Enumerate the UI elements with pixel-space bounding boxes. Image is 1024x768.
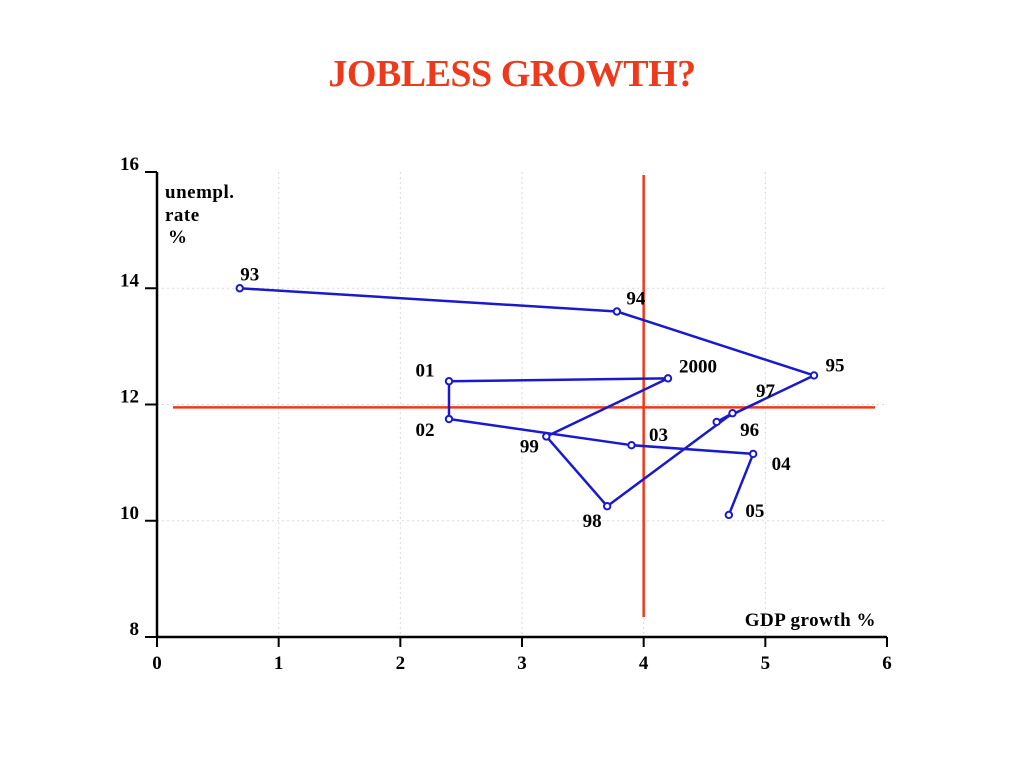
point-label-02: 02 <box>416 420 435 441</box>
data-point-95 <box>809 371 819 380</box>
axis-labels: unempl.rate% GDP growth % <box>165 182 876 631</box>
point-label-95: 95 <box>826 355 845 376</box>
axes <box>145 171 888 647</box>
x-tick-label: 4 <box>639 653 649 674</box>
point-label-05: 05 <box>745 501 764 522</box>
x-tick-label: 0 <box>152 653 162 674</box>
y-tick-label: 16 <box>120 154 139 175</box>
y-axis-label: rate <box>165 205 200 226</box>
point-label-93: 93 <box>240 264 259 285</box>
x-tick-label: 2 <box>396 653 406 674</box>
y-tick-label: 8 <box>130 619 140 640</box>
y-axis-label: % <box>168 227 188 248</box>
x-axis-label: GDP growth % <box>745 610 876 631</box>
point-label-01: 01 <box>416 360 435 381</box>
data-point-01 <box>444 377 454 386</box>
point-label-94: 94 <box>626 289 646 310</box>
x-tick-label: 6 <box>882 653 892 674</box>
y-tick-label: 14 <box>120 270 140 291</box>
y-tick-label: 12 <box>120 387 139 408</box>
x-tick-label: 1 <box>274 653 284 674</box>
point-label-97: 97 <box>756 381 776 402</box>
data-point-04 <box>748 449 758 459</box>
data-point-96 <box>712 417 721 427</box>
data-point-2000 <box>663 374 673 383</box>
point-label-96: 96 <box>740 420 759 441</box>
x-tick-label: 3 <box>517 653 527 674</box>
reference-lines <box>173 175 875 617</box>
data-point-99 <box>542 432 551 441</box>
point-labels: 93 94 95 96 97 98 99 2000 01 02 03 04 05 <box>240 264 844 532</box>
y-tick-label: 10 <box>120 503 139 524</box>
x-tick-label: 5 <box>761 653 771 674</box>
grid-lines <box>157 172 887 637</box>
data-point-93 <box>235 284 244 293</box>
point-label-2000: 2000 <box>679 356 717 377</box>
data-point-98 <box>602 502 612 511</box>
data-point-02 <box>444 414 454 424</box>
data-point-03 <box>627 440 636 450</box>
y-axis-label: unempl. <box>165 182 235 203</box>
data-point-97 <box>728 409 737 418</box>
data-series <box>235 284 819 520</box>
point-label-99: 99 <box>520 436 539 457</box>
data-point-05 <box>724 510 734 520</box>
page-title: JOBLESS GROWTH? <box>328 53 696 95</box>
data-point-94 <box>612 307 622 316</box>
point-label-98: 98 <box>583 511 602 532</box>
series-line <box>239 287 816 516</box>
point-label-04: 04 <box>772 454 792 475</box>
point-label-03: 03 <box>649 425 668 446</box>
